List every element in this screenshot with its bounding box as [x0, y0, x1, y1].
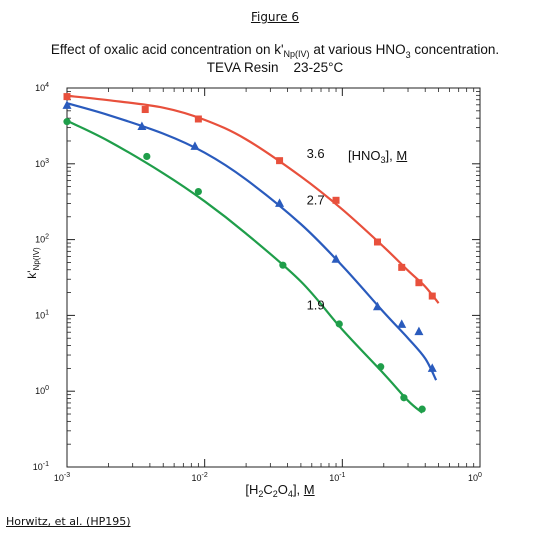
chart-title: Effect of oxalic acid concentration on k…	[0, 41, 550, 64]
data-point-3.6	[332, 196, 340, 204]
x-tick-label: 10-1	[329, 472, 345, 483]
fit-curve-1.9	[66, 119, 423, 414]
plot-frame	[66, 87, 481, 468]
legend-title: [HNO3], M	[348, 148, 407, 165]
xlabel-c: C	[263, 482, 273, 497]
y-tick-label: 100	[35, 385, 49, 396]
y-tick-label: 103	[35, 158, 49, 169]
xlabel-o: O	[277, 482, 288, 497]
y-tick-label: 10-1	[33, 461, 49, 472]
curve-label-1.9: 1.9	[307, 297, 325, 312]
x-axis-label: [H2C2O4], M	[210, 482, 350, 499]
credit-text: Horwitz, et al. (HP195)	[6, 515, 131, 528]
xlabel-sub3: 4	[287, 489, 293, 499]
data-point-2.7	[275, 198, 285, 207]
data-point-2.7	[427, 363, 437, 372]
data-point-2.7	[137, 121, 147, 131]
y-axis-label: k'Np(IV)	[25, 218, 41, 308]
xlabel-close: ],	[292, 482, 304, 497]
fit-curve-3.6	[66, 94, 440, 304]
curve-label-2.7: 2.7	[307, 193, 325, 208]
xlabel-open: [H	[245, 482, 259, 497]
data-point-3.6	[398, 263, 406, 271]
ylabel-main: k'	[25, 270, 39, 279]
data-point-3.6	[63, 93, 71, 101]
data-point-2.7	[372, 301, 382, 311]
data-point-1.9	[418, 405, 426, 413]
data-point-3.6	[428, 292, 436, 300]
legend-suffix: ],	[385, 148, 397, 163]
x-tick-label: 10-3	[54, 472, 70, 483]
title-part1-sub: Np(IV)	[283, 49, 310, 59]
data-point-2.7	[190, 141, 200, 150]
data-point-1.9	[335, 320, 343, 328]
title-part3: concentration.	[410, 42, 500, 57]
data-point-2.7	[397, 319, 407, 328]
xlabel-sub1: 2	[258, 489, 264, 499]
y-tick-label: 102	[35, 234, 49, 245]
y-tick-label: 104	[35, 82, 49, 93]
data-point-1.9	[377, 363, 385, 371]
title-part2-sub: 3	[405, 50, 411, 60]
data-point-3.6	[194, 115, 202, 123]
data-point-1.9	[279, 261, 287, 269]
data-point-1.9	[194, 187, 202, 196]
x-tick-label: 10-2	[192, 472, 208, 483]
figure-label: Figure 6	[250, 10, 300, 24]
ylabel-sub: Np(IV)	[32, 247, 41, 271]
data-point-3.6	[415, 279, 423, 287]
fit-curve-2.7	[66, 102, 438, 381]
title-part1: Effect of oxalic acid concentration on k…	[50, 42, 284, 57]
curve-label-3.6: 3.6	[307, 146, 325, 161]
xlabel-sub2: 2	[272, 489, 278, 499]
data-point-3.6	[276, 157, 284, 165]
data-point-1.9	[63, 118, 71, 126]
data-point-3.6	[373, 238, 381, 246]
legend-sub: 3	[380, 155, 386, 165]
legend-unit: M	[396, 148, 408, 163]
title-part2: at various HNO	[309, 42, 406, 57]
chart-subtitle: TEVA Resin 23-25°C	[206, 60, 344, 75]
data-point-1.9	[143, 152, 151, 161]
data-point-2.7	[62, 100, 72, 109]
y-tick-label: 101	[35, 309, 49, 320]
x-tick-label: 100	[468, 472, 482, 483]
legend-prefix: [HNO	[348, 148, 381, 163]
data-point-2.7	[331, 254, 341, 263]
data-point-3.6	[141, 106, 149, 114]
xlabel-unit: M	[303, 482, 315, 497]
data-point-1.9	[400, 394, 408, 402]
data-point-2.7	[414, 326, 424, 336]
